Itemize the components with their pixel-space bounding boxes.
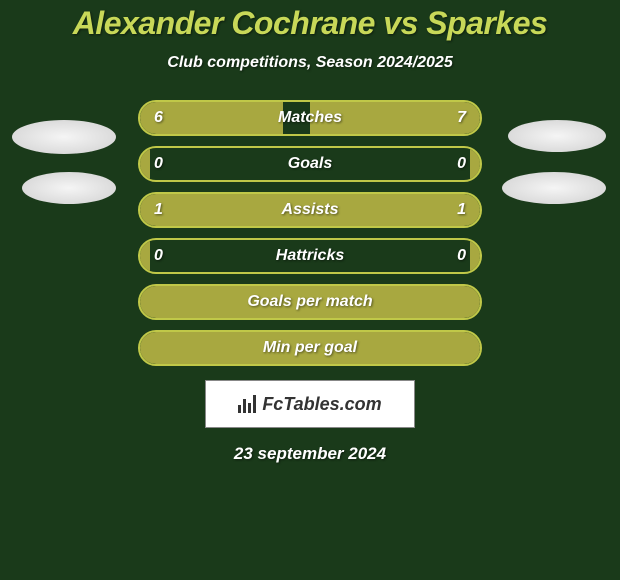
stat-row-goals: 0 Goals 0 bbox=[138, 146, 482, 182]
fctables-logo: FcTables.com bbox=[205, 380, 415, 428]
stat-value-left: 0 bbox=[154, 155, 163, 173]
comparison-infographic: Alexander Cochrane vs Sparkes Club compe… bbox=[0, 0, 620, 580]
stat-label: Min per goal bbox=[263, 339, 357, 357]
subtitle: Club competitions, Season 2024/2025 bbox=[0, 54, 620, 72]
player-indicator-right-1 bbox=[508, 120, 606, 152]
stats-container: 6 Matches 7 0 Goals 0 1 Assists 1 0 Hatt… bbox=[138, 100, 482, 366]
stat-bar-right bbox=[470, 240, 480, 272]
page-title: Alexander Cochrane vs Sparkes bbox=[0, 5, 620, 42]
stat-row-hattricks: 0 Hattricks 0 bbox=[138, 238, 482, 274]
stat-value-left: 0 bbox=[154, 247, 163, 265]
stat-value-right: 1 bbox=[457, 201, 466, 219]
stat-bar-left bbox=[140, 148, 150, 180]
stat-value-right: 7 bbox=[457, 109, 466, 127]
stat-label: Assists bbox=[282, 201, 339, 219]
logo-text: FcTables.com bbox=[262, 394, 381, 415]
stat-bar-right bbox=[470, 148, 480, 180]
stat-row-assists: 1 Assists 1 bbox=[138, 192, 482, 228]
stat-value-right: 0 bbox=[457, 155, 466, 173]
stat-value-left: 6 bbox=[154, 109, 163, 127]
stat-value-left: 1 bbox=[154, 201, 163, 219]
date-text: 23 september 2024 bbox=[0, 444, 620, 464]
stat-row-matches: 6 Matches 7 bbox=[138, 100, 482, 136]
player-indicator-left-1 bbox=[12, 120, 116, 154]
player-indicator-right-2 bbox=[502, 172, 606, 204]
stat-row-min-per-goal: Min per goal bbox=[138, 330, 482, 366]
stat-bar-left bbox=[140, 240, 150, 272]
stat-label: Goals bbox=[288, 155, 332, 173]
stat-label: Hattricks bbox=[276, 247, 344, 265]
stat-row-goals-per-match: Goals per match bbox=[138, 284, 482, 320]
stat-label: Matches bbox=[278, 109, 342, 127]
stat-value-right: 0 bbox=[457, 247, 466, 265]
player-indicator-left-2 bbox=[22, 172, 116, 204]
stat-label: Goals per match bbox=[247, 293, 372, 311]
chart-icon bbox=[238, 395, 256, 413]
